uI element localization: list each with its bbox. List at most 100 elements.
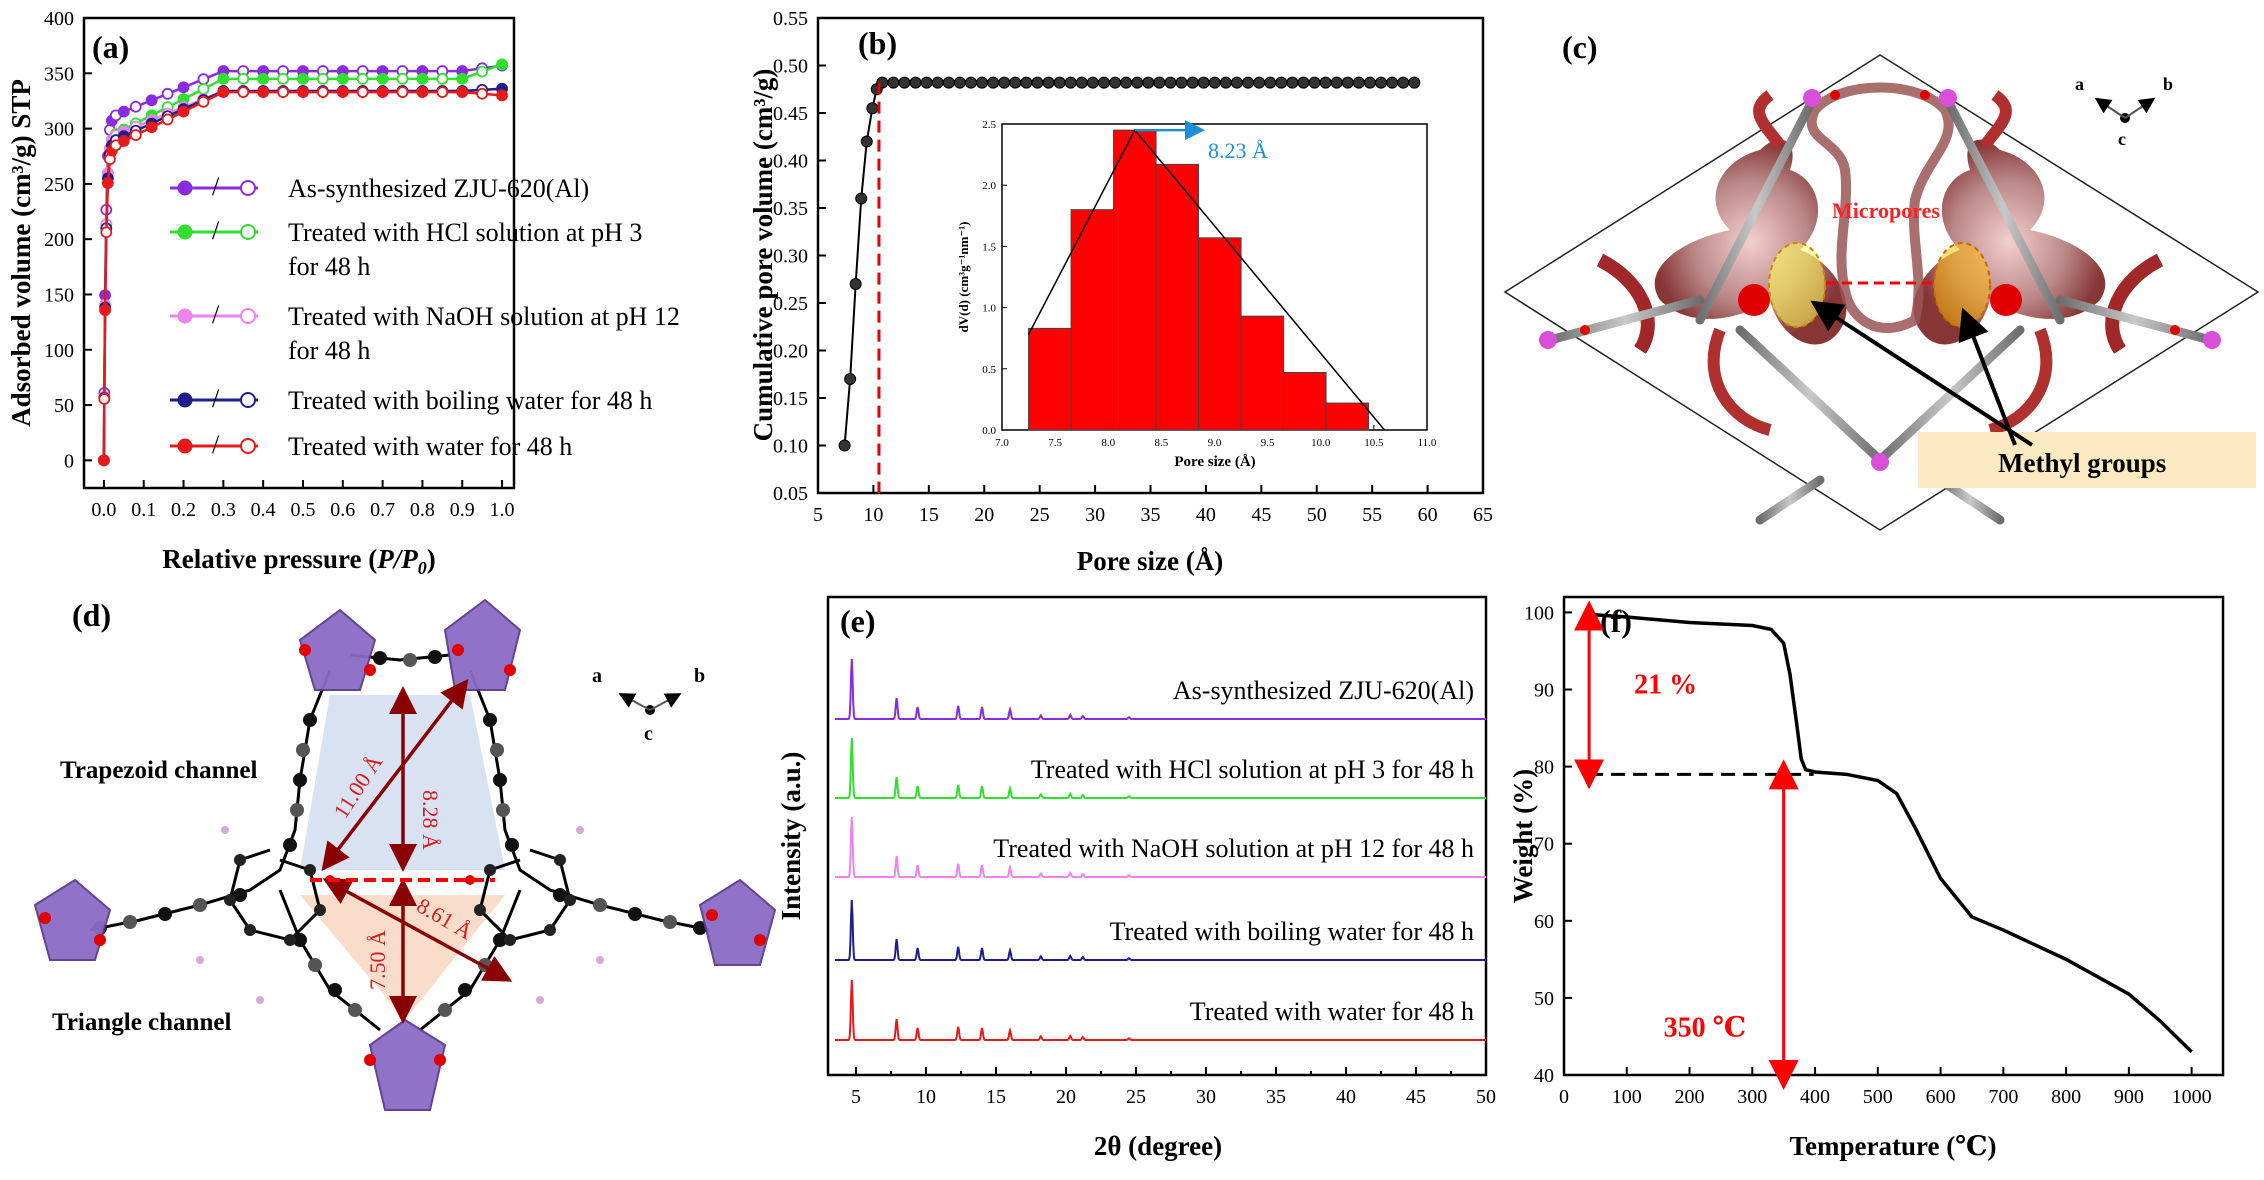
isotherm-point <box>129 129 142 141</box>
histogram-bar <box>1240 315 1285 431</box>
inset-y-tick-label: 2.0 <box>982 180 996 192</box>
methyl-arrow-right <box>1958 307 2017 446</box>
svg-text:c: c <box>2118 129 2126 149</box>
xrd-pattern-label: Treated with HCl solution at pH 3 for 48… <box>1031 755 1474 784</box>
cumulative-point <box>976 76 989 89</box>
legend-marker-ads <box>177 180 193 196</box>
panel-f: (f) 0 100 200 300 400 500 600 700 800 900 1000 40 50… <box>1508 595 2225 1161</box>
y-tick-label: 0 <box>64 450 74 472</box>
micropores-label: Micropores <box>1832 198 1940 223</box>
carbon-atom <box>283 838 297 852</box>
isotherm-point <box>177 105 190 118</box>
legend-marker-des <box>240 224 256 240</box>
carbon-atom <box>296 743 310 757</box>
inset-x-tick-label: 7.5 <box>1048 437 1062 449</box>
methyl-highlight-left <box>1768 242 1826 328</box>
cumulative-point <box>1086 76 1099 89</box>
legend-label: As-synthesized ZJU-620(Al) <box>288 174 589 203</box>
x-tick-label: 0 <box>1559 1086 1569 1108</box>
panel-b: (b) 5 10 15 20 25 30 35 40 45 50 55 60 65 0.05 0.10 0.1… <box>748 8 1493 576</box>
isotherm-point <box>436 86 449 98</box>
axes-indicator-d: a b c <box>592 665 705 745</box>
ring-atom <box>314 904 326 916</box>
trapezoid-channel-label: Trapezoid channel <box>60 757 258 784</box>
panel-e-series: As-synthesized ZJU-620(Al) Treated with H… <box>835 658 1486 1041</box>
x-tick-label: 15 <box>919 504 939 526</box>
y-tick-label: 50 <box>54 395 74 417</box>
panel-f-xlabel: Temperature (℃) <box>1789 1131 1996 1161</box>
cumulative-point <box>1253 76 1266 89</box>
carbon-atom <box>193 898 207 912</box>
isotherm-point <box>496 89 508 102</box>
x-tick-label: 35 <box>1141 504 1161 526</box>
inset-y-tick-label: 2.5 <box>982 119 996 131</box>
panel-b-xlabel: Pore size (Å) <box>1077 546 1223 576</box>
isotherm-point <box>436 72 449 85</box>
y-tick-label: 40 <box>1534 1065 1554 1087</box>
y-tick-label: 100 <box>1524 602 1554 624</box>
isotherm-point <box>396 86 409 98</box>
inset-x-tick-label: 9.5 <box>1261 437 1275 449</box>
al-polyhedra <box>33 598 777 1111</box>
cumulative-point <box>1219 76 1232 89</box>
x-tick-label: 0.3 <box>211 499 236 521</box>
cumulative-point <box>1319 76 1332 89</box>
isotherm-point <box>257 72 270 85</box>
histogram-bar <box>1028 327 1072 431</box>
isotherm-point <box>476 65 489 78</box>
x-tick-label: 25 <box>1126 1086 1146 1108</box>
isotherm-point <box>101 177 114 189</box>
legend-label: Treated with water for 48 h <box>288 432 572 461</box>
cumulative-point <box>1330 76 1343 89</box>
ring-atom <box>304 864 316 876</box>
carbon-atom <box>663 915 677 929</box>
y-tick-label: 250 <box>44 174 74 196</box>
panel-f-series: 21 % 350 ℃ <box>1574 600 2193 1090</box>
carbon-atom <box>493 773 507 787</box>
carbon-atom <box>628 907 642 921</box>
panel-c: (c) <box>1503 29 2260 531</box>
x-tick-label: 30 <box>1085 504 1105 526</box>
isotherm-point <box>476 87 489 100</box>
carbon-atom <box>303 713 317 727</box>
cumulative-point <box>1042 76 1055 89</box>
axes-indicator-c: a b c <box>2075 74 2173 149</box>
legend-separator: / <box>212 172 220 201</box>
carbon-atom <box>373 651 387 665</box>
y-tick-label: 0.05 <box>773 483 808 505</box>
methyl-arrow-left <box>1810 300 2034 447</box>
carbon-atom <box>348 1003 362 1017</box>
y-tick-label: 100 <box>44 340 74 362</box>
isotherm-point <box>117 105 130 118</box>
svg-text:c: c <box>644 723 653 745</box>
inset-annotation: 8.23 Å <box>1208 138 1268 163</box>
xrd-pattern-label: Treated with water for 48 h <box>1190 997 1474 1026</box>
isotherm-point <box>237 86 250 98</box>
isotherm-point <box>316 86 329 98</box>
x-tick-label: 1000 <box>2172 1086 2212 1108</box>
inset-x-tick-label: 8.0 <box>1101 437 1115 449</box>
carbon-atom <box>308 958 322 972</box>
y-tick-label: 0.45 <box>773 103 808 125</box>
methyl-label-box <box>1918 432 2256 488</box>
x-tick-label: 0.9 <box>450 499 475 521</box>
x-tick-label: 0.6 <box>330 499 355 521</box>
y-tick-label: 400 <box>44 8 74 30</box>
isotherm-point <box>297 72 309 85</box>
cumulative-point <box>1352 76 1365 89</box>
xrd-pattern <box>835 899 1486 961</box>
y-tick-label: 70 <box>1534 834 1554 856</box>
carbon-atom <box>553 888 567 902</box>
x-tick-label: 700 <box>1988 1086 2018 1108</box>
cumulative-point <box>1120 76 1133 89</box>
histogram-bar <box>1113 129 1157 431</box>
panel-a-series <box>98 58 508 467</box>
cumulative-point <box>920 76 933 89</box>
x-tick-label: 600 <box>1926 1086 1956 1108</box>
x-tick-label: 65 <box>1473 504 1493 526</box>
panel-b-label: (b) <box>858 25 897 61</box>
x-tick-label: 0.0 <box>91 499 116 521</box>
panel-a-label: (a) <box>92 29 129 65</box>
y-tick-label: 150 <box>44 284 74 306</box>
isotherm-point <box>100 226 113 239</box>
